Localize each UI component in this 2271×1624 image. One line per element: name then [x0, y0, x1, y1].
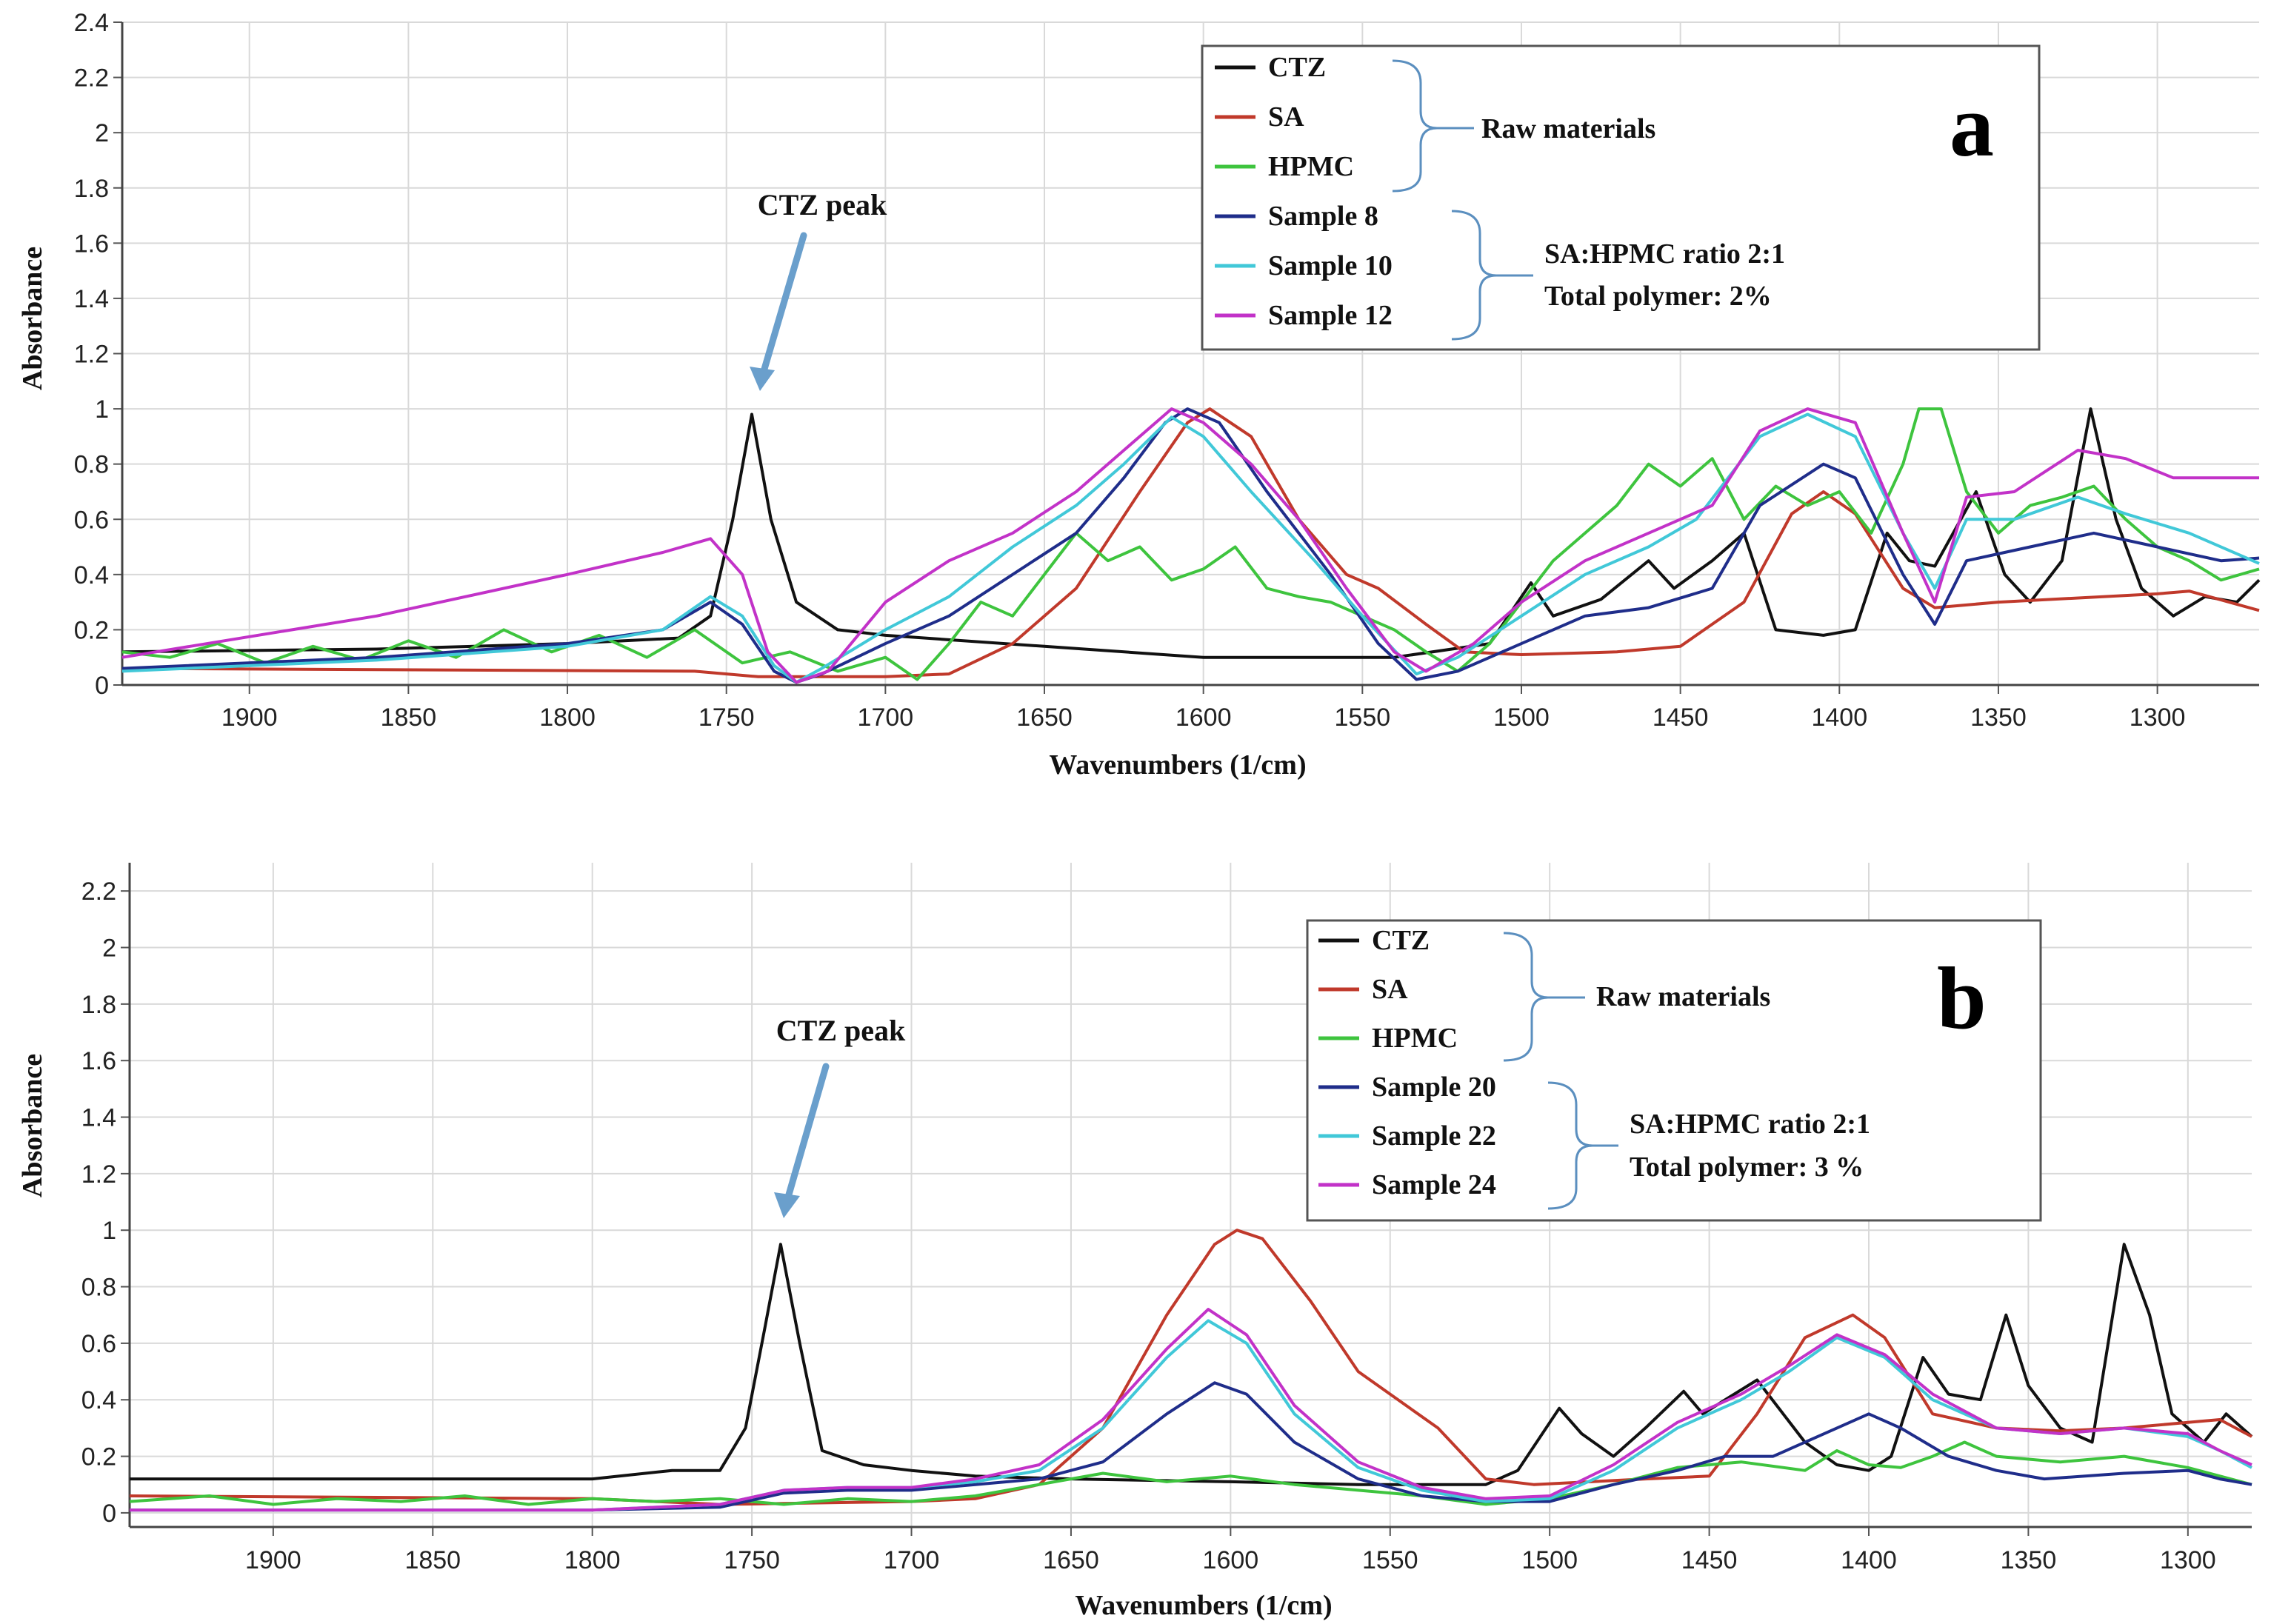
legend-label: Sample 10	[1268, 250, 1393, 281]
x-tick-label: 1350	[1970, 704, 2027, 732]
panel-a-ctz-peak-label: CTZ peak	[758, 188, 887, 221]
series-line-sa	[129, 1229, 2252, 1506]
y-tick-label: 1.8	[81, 991, 116, 1019]
panel-a-legend: CTZ SA HPMC Sample 8 Sample 10 Sample 12 Raw …	[1201, 44, 2041, 351]
x-tick-label: 1900	[245, 1546, 301, 1574]
series-line-hpmc	[121, 407, 2260, 681]
x-tick-label: 1650	[1043, 1546, 1099, 1574]
y-tick-label: 0.8	[81, 1274, 116, 1302]
legend-label: HPMC	[1268, 151, 1354, 182]
x-tick-label: 1400	[1811, 704, 1867, 732]
x-tick-label: 1750	[724, 1546, 780, 1574]
y-tick-label: 0.2	[81, 1443, 116, 1471]
legend-label: CTZ	[1372, 925, 1430, 956]
series-line-ctz	[130, 1243, 2253, 1486]
x-tick-label: 1450	[1653, 704, 1709, 732]
series-line-sample-20	[130, 1381, 2252, 1512]
y-tick-label: 1	[102, 1217, 116, 1245]
panel-b-ylabel: Absorbance	[17, 1054, 48, 1197]
y-tick-label: 2	[95, 119, 109, 147]
x-tick-label: 1500	[1493, 704, 1550, 732]
series-line-sample-10	[121, 412, 2260, 684]
x-tick-label: 1700	[884, 1546, 940, 1574]
x-tick-label: 1850	[404, 1546, 461, 1574]
x-tick-label: 1800	[564, 1546, 621, 1574]
series-line-sa	[121, 407, 2260, 678]
panel-b-legend-group1-label: Raw materials	[1596, 981, 1770, 1012]
legend-label: CTZ	[1268, 52, 1326, 83]
panel-a-legend-group2-line2: Total polymer: 2%	[1544, 281, 1772, 312]
panel-b-legend-group2-line2: Total polymer: 3 %	[1630, 1152, 1864, 1183]
y-tick-label: 0.4	[74, 561, 109, 589]
x-tick-label: 1800	[539, 704, 596, 732]
x-tick-label: 1450	[1681, 1546, 1738, 1574]
legend-label: Sample 8	[1268, 201, 1378, 232]
legend-label: HPMC	[1372, 1023, 1458, 1054]
series-line-ctz	[121, 407, 2261, 659]
x-tick-label: 1550	[1362, 1546, 1418, 1574]
y-tick-label: 1.6	[74, 230, 109, 258]
legend-label: Sample 24	[1372, 1169, 1496, 1200]
panel-a-axes: 1900 1850 1800 1750 1700 1650 1600 1550 1500 1450…	[74, 9, 2259, 732]
y-tick-label: 1.2	[81, 1160, 116, 1189]
x-tick-label: 1600	[1175, 704, 1232, 732]
legend-label: SA	[1268, 101, 1304, 133]
y-tick-label: 1.8	[74, 175, 109, 203]
x-tick-label: 1700	[858, 704, 914, 732]
y-tick-label: 1.4	[74, 285, 109, 313]
panel-a-ylabel: Absorbance	[17, 247, 48, 390]
panel-b-legend-group2-line1: SA:HPMC ratio 2:1	[1630, 1109, 1870, 1140]
y-tick-label: 2.2	[74, 64, 109, 93]
panel-a-series	[121, 407, 2261, 684]
panel-a-xlabel: Wavenumbers (1/cm)	[1049, 749, 1306, 781]
panel-a-ctz-peak-arrow	[750, 232, 807, 391]
series-line-hpmc	[129, 1440, 2252, 1506]
x-tick-label: 1300	[2160, 1546, 2216, 1574]
x-tick-label: 1400	[1841, 1546, 1897, 1574]
y-tick-label: 0.4	[81, 1386, 116, 1414]
panel-b-ctz-peak-arrow	[774, 1063, 830, 1218]
x-tick-label: 1550	[1335, 704, 1391, 732]
y-tick-label: 0.6	[74, 506, 109, 534]
panel-a-label: a	[1950, 76, 1994, 175]
panel-b-ctz-peak-label: CTZ peak	[776, 1014, 906, 1047]
panel-b-legend: CTZ SA HPMC Sample 20 Sample 22 Sample 24 Raw…	[1306, 919, 2042, 1222]
legend-label: Sample 20	[1372, 1072, 1496, 1103]
x-tick-label: 1750	[698, 704, 755, 732]
panel-b-label: b	[1937, 949, 1987, 1047]
x-tick-label: 1600	[1203, 1546, 1259, 1574]
panel-a-legend-group1-label: Raw materials	[1481, 113, 1655, 144]
series-line-sample-12	[121, 407, 2259, 684]
y-tick-label: 0.8	[74, 451, 109, 479]
legend-label: Sample 12	[1268, 300, 1393, 331]
y-tick-label: 1.4	[81, 1104, 116, 1132]
panel-a: 1900 1850 1800 1750 1700 1650 1600 1550 1500 1450…	[17, 9, 2261, 781]
y-tick-label: 0.2	[74, 616, 109, 644]
series-line-sample-24	[130, 1308, 2252, 1512]
x-tick-label: 1900	[221, 704, 278, 732]
y-tick-label: 2.4	[74, 9, 109, 37]
y-tick-label: 1.2	[74, 341, 109, 369]
x-tick-label: 1650	[1016, 704, 1073, 732]
panel-b-axes: 1900 1850 1800 1750 1700 1650 1600 1550 1500 1450…	[81, 863, 2252, 1574]
panel-b: 1900 1850 1800 1750 1700 1650 1600 1550 1500 1450…	[17, 863, 2253, 1621]
y-tick-label: 2	[102, 935, 116, 963]
panel-b-xlabel: Wavenumbers (1/cm)	[1075, 1590, 1332, 1621]
y-tick-label: 0.6	[81, 1330, 116, 1358]
y-tick-label: 0	[95, 672, 109, 700]
series-line-sample-8	[121, 407, 2260, 684]
y-tick-label: 1	[95, 395, 109, 424]
legend-label: SA	[1372, 974, 1408, 1005]
x-tick-label: 1300	[2130, 704, 2186, 732]
x-tick-label: 1850	[381, 704, 437, 732]
x-tick-label: 1500	[1521, 1546, 1578, 1574]
y-tick-label: 0	[102, 1500, 116, 1528]
legend-label: Sample 22	[1372, 1120, 1496, 1152]
y-tick-label: 2.2	[81, 878, 116, 906]
panel-a-legend-group2-line1: SA:HPMC ratio 2:1	[1544, 238, 1785, 270]
panel-b-series	[129, 1229, 2253, 1512]
x-tick-label: 1350	[2001, 1546, 2057, 1574]
y-tick-label: 1.6	[81, 1047, 116, 1075]
